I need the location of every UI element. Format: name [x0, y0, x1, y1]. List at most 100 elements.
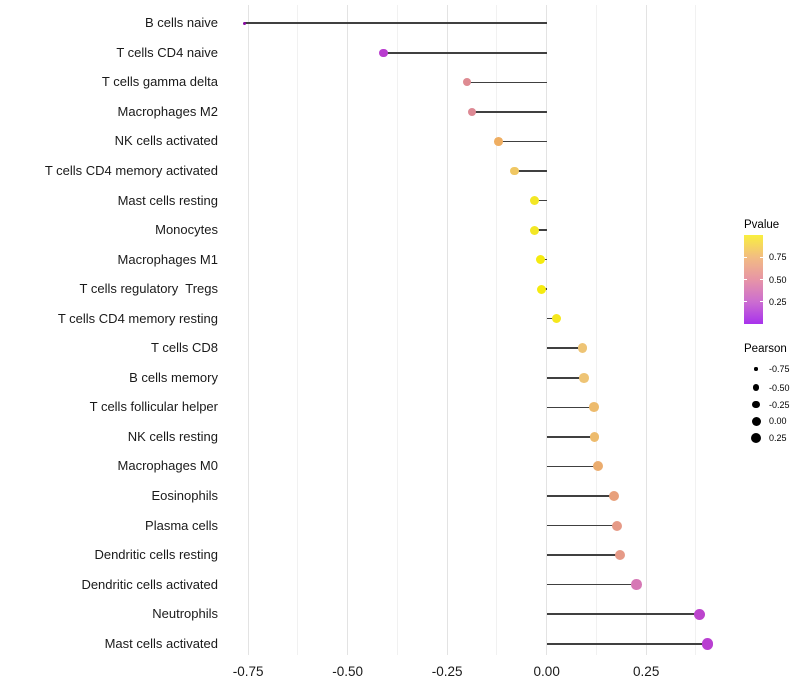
lollipop-stem [546, 317, 557, 320]
lollipop-dot [537, 284, 547, 294]
lollipop-stem [244, 22, 547, 24]
lollipop-stem [546, 583, 637, 586]
lollipop-stem [546, 436, 595, 438]
y-axis-category-label: T cells CD4 naive [116, 44, 218, 60]
legend-pearson-title: Pearson [744, 343, 787, 355]
y-axis-category-label: Dendritic cells resting [94, 547, 218, 563]
colorbar-tick [744, 301, 747, 303]
y-axis-category-label: Neutrophils [152, 606, 218, 622]
lollipop-stem [534, 199, 547, 202]
gridline-major [446, 5, 448, 655]
x-axis-tick-label: -0.25 [431, 664, 463, 679]
gridline-minor [695, 5, 697, 655]
x-axis-tick-label: 0.25 [633, 664, 660, 679]
x-axis-tick-label: 0.00 [533, 664, 560, 679]
gridline-major [247, 5, 249, 655]
lollipop-dot [529, 196, 539, 205]
colorbar-tick [760, 301, 763, 303]
lollipop-dot [379, 48, 388, 57]
gridline-major [645, 5, 647, 655]
lollipop-dot [614, 550, 625, 561]
y-axis-category-label: Plasma cells [145, 517, 218, 533]
gridline-major [546, 5, 548, 655]
lollipop-stem [467, 81, 547, 84]
gridline-minor [396, 5, 398, 655]
pvalue-legend-label: 0.75 [769, 252, 787, 263]
lollipop-dot [493, 137, 503, 146]
pvalue-legend-label: 0.50 [769, 274, 787, 285]
lollipop-stem [498, 140, 547, 143]
lollipop-dot [578, 373, 589, 383]
lollipop-dot [612, 520, 623, 531]
y-axis-category-label: T cells gamma delta [101, 74, 218, 90]
pearson-legend-dot [751, 416, 761, 426]
lollipop-dot [463, 78, 472, 87]
lollipop-dot [467, 107, 476, 116]
y-axis-category-label: T cells follicular helper [89, 399, 218, 415]
lollipop-dot [577, 343, 588, 354]
lollipop-dot [529, 225, 539, 235]
y-axis-category-label: NK cells resting [127, 428, 218, 444]
lollipop-stem [546, 347, 583, 350]
lollipop-stem [546, 613, 700, 615]
y-axis-category-label: B cells naive [145, 15, 218, 31]
colorbar-tick [744, 256, 747, 258]
y-axis-category-label: Mast cells resting [117, 192, 218, 208]
gridline-minor [496, 5, 498, 655]
gridline-minor [297, 5, 299, 655]
y-axis-category-label: Monocytes [155, 222, 218, 238]
lollipop-stem [546, 554, 620, 556]
gridline-major [347, 5, 349, 655]
lollipop-dot [588, 402, 599, 413]
pearson-legend-label: 0.25 [769, 432, 787, 443]
colorbar-tick [744, 279, 747, 280]
lollipop-dot [589, 432, 600, 442]
y-axis-category-label: T cells CD4 memory activated [44, 162, 218, 178]
pvalue-colorbar [744, 235, 763, 324]
lollipop-dot [242, 21, 246, 25]
y-axis-category-label: NK cells activated [114, 133, 218, 149]
gridline-minor [595, 5, 597, 655]
lollipop-stem [546, 642, 708, 645]
lollipop-dot [631, 579, 642, 590]
colorbar-tick [760, 256, 763, 258]
lollipop-dot [536, 255, 546, 265]
y-axis-category-label: Dendritic cells activated [81, 576, 218, 592]
lollipop-dot [593, 461, 604, 472]
lollipop-stem [514, 170, 547, 172]
x-axis-tick-label: -0.75 [232, 664, 264, 679]
y-axis-category-label: Macrophages M0 [117, 458, 218, 474]
pearson-legend-dot [754, 367, 758, 371]
pearson-legend-dot [752, 384, 760, 391]
y-axis-category-label: T cells regulatory Tregs [79, 281, 218, 297]
legend-pvalue-title: Pvalue [744, 219, 780, 231]
lollipop-stem [471, 111, 547, 113]
pearson-legend-label: -0.25 [769, 399, 790, 410]
pearson-legend-label: -0.50 [769, 382, 790, 393]
lollipop-stem [546, 465, 599, 468]
y-axis-category-label: Macrophages M1 [117, 251, 218, 267]
lollipop-stem [546, 495, 615, 497]
y-axis-category-label: Eosinophils [151, 488, 219, 503]
y-axis-category-label: B cells memory [129, 369, 218, 385]
lollipop-stem [534, 229, 547, 231]
y-axis-category-label: Mast cells activated [104, 635, 218, 651]
pearson-legend-dot [751, 432, 761, 443]
lollipop-stem [546, 524, 618, 527]
pearson-legend-label: -0.75 [769, 364, 790, 374]
lollipop-stem [546, 377, 584, 379]
pvalue-legend-label: 0.25 [769, 296, 787, 307]
lollipop-dot [701, 638, 714, 650]
y-axis-category-label: T cells CD4 memory resting [57, 310, 218, 326]
lollipop-stem [383, 51, 547, 54]
pearson-legend-dot [752, 400, 760, 409]
lollipop-dot [510, 166, 520, 176]
lollipop-dot [552, 314, 562, 324]
y-axis-category-label: T cells CD8 [151, 340, 218, 356]
y-axis-category-label: Macrophages M2 [117, 103, 218, 119]
lollipop-dot [609, 491, 620, 501]
x-axis-tick-label: -0.50 [332, 664, 364, 679]
pearson-legend-label: 0.00 [769, 416, 787, 426]
lollipop-stem [546, 406, 594, 409]
